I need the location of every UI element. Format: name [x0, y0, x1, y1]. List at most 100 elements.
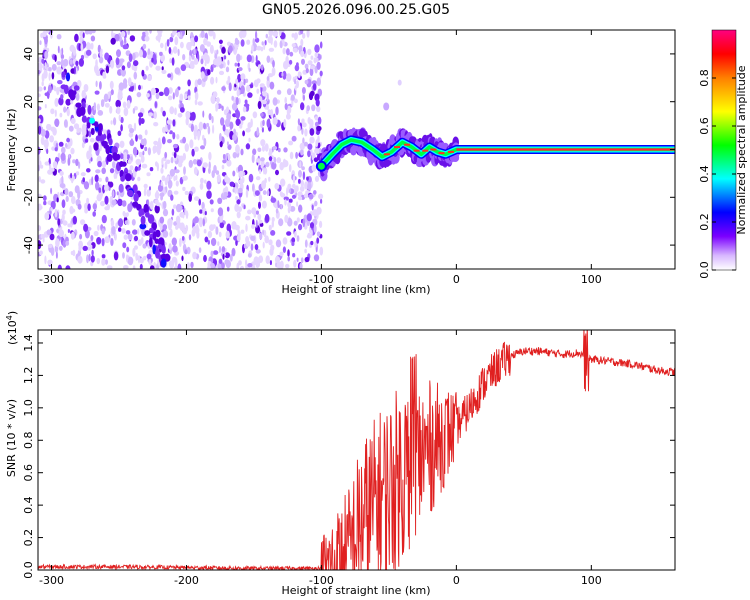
noise-speckle — [261, 145, 266, 152]
noise-speckle — [212, 224, 216, 229]
noise-speckle — [229, 181, 235, 187]
diagonal-speckle — [138, 209, 143, 217]
noise-speckle — [300, 50, 305, 58]
noise-speckle — [68, 191, 74, 198]
noise-speckle — [209, 44, 214, 55]
noise-speckle — [44, 62, 47, 69]
noise-speckle — [138, 134, 143, 140]
noise-speckle — [299, 30, 304, 35]
noise-speckle — [126, 154, 130, 160]
noise-speckle — [146, 189, 151, 197]
noise-speckle — [61, 175, 64, 185]
noise-speckle — [126, 246, 130, 253]
noise-speckle — [303, 141, 309, 147]
y-tick-label: 0 — [22, 146, 35, 153]
noise-speckle — [200, 58, 204, 65]
noise-speckle — [69, 138, 73, 147]
noise-speckle — [126, 61, 131, 69]
noise-speckle — [247, 209, 252, 215]
noise-speckle — [284, 96, 288, 104]
noise-speckle — [123, 265, 129, 269]
noise-speckle — [73, 66, 76, 75]
noise-speckle — [245, 223, 248, 232]
noise-speckle — [259, 233, 263, 240]
noise-speckle — [78, 127, 82, 133]
noise-speckle — [262, 190, 267, 196]
noise-speckle — [132, 52, 136, 61]
noise-speckle — [90, 235, 94, 241]
noise-speckle — [75, 158, 79, 167]
noise-speckle — [307, 232, 311, 238]
noise-speckle — [50, 247, 55, 256]
noise-speckle — [214, 53, 218, 60]
noise-speckle — [101, 214, 107, 224]
noise-speckle — [197, 78, 202, 86]
diagonal-speckle — [61, 71, 66, 78]
noise-speckle — [245, 259, 248, 267]
noise-speckle — [238, 179, 244, 184]
noise-speckle — [82, 245, 88, 251]
noise-speckle — [203, 228, 207, 234]
colorbar: 0.0 0.2 0.4 0.6 0.8 Normalized spectral ampl… — [698, 29, 748, 279]
noise-speckle — [251, 224, 255, 229]
noise-speckle — [83, 223, 89, 232]
noise-speckle — [221, 164, 225, 170]
noise-speckle — [169, 261, 175, 269]
noise-speckle — [185, 117, 189, 126]
noise-speckle — [245, 189, 249, 198]
noise-speckle — [204, 60, 207, 67]
noise-speckle — [135, 158, 142, 166]
diagonal-speckle — [65, 72, 71, 82]
noise-speckle — [140, 118, 145, 124]
noise-speckle — [85, 49, 92, 56]
noise-speckle — [117, 198, 123, 207]
noise-speckle — [144, 129, 148, 136]
noise-speckle — [45, 30, 50, 34]
noise-speckle — [298, 223, 303, 231]
noise-speckle — [306, 176, 309, 181]
noise-speckle — [120, 30, 126, 38]
noise-speckle — [46, 148, 49, 154]
noise-speckle — [204, 236, 209, 243]
noise-speckle — [182, 152, 186, 161]
noise-speckle — [265, 33, 268, 39]
noise-speckle — [168, 46, 172, 55]
noise-speckle — [202, 162, 208, 169]
noise-speckle — [60, 152, 66, 161]
noise-speckle — [217, 197, 223, 204]
noise-speckle — [65, 143, 68, 148]
noise-speckle — [96, 257, 101, 265]
noise-speckle — [185, 111, 191, 120]
noise-speckle — [258, 219, 263, 224]
noise-speckle — [51, 72, 55, 80]
noise-speckle — [265, 161, 270, 168]
noise-speckle — [149, 167, 154, 172]
noise-speckle — [296, 62, 299, 67]
noise-speckle — [44, 212, 50, 221]
noise-speckle — [264, 235, 270, 244]
noise-speckle — [81, 142, 85, 149]
noise-speckle — [270, 230, 276, 236]
noise-speckle — [74, 33, 79, 43]
colorbar-gradient — [711, 29, 737, 271]
noise-speckle — [200, 145, 205, 150]
noise-speckle — [299, 185, 305, 192]
noise-speckle — [65, 98, 71, 106]
noise-speckle — [215, 103, 219, 110]
spectrogram-noise — [38, 30, 324, 269]
noise-speckle — [291, 194, 297, 199]
noise-speckle — [129, 127, 135, 134]
noise-speckle — [307, 182, 312, 191]
noise-speckle — [89, 137, 95, 143]
noise-speckle — [57, 264, 62, 269]
noise-speckle — [125, 254, 129, 263]
noise-speckle — [70, 231, 75, 240]
noise-speckle — [294, 85, 297, 91]
noise-speckle — [222, 159, 227, 164]
x-tick-label: 100 — [581, 273, 602, 286]
diagonal-speckle — [64, 86, 69, 93]
noise-speckle — [237, 62, 240, 67]
noise-speckle — [280, 178, 286, 187]
noise-speckle — [236, 211, 241, 219]
snr-axes: -300 -200 -100 0 100 0.0 0.2 0.4 0.6 0.8 1.0 1.2 1.4 — [22, 330, 675, 587]
